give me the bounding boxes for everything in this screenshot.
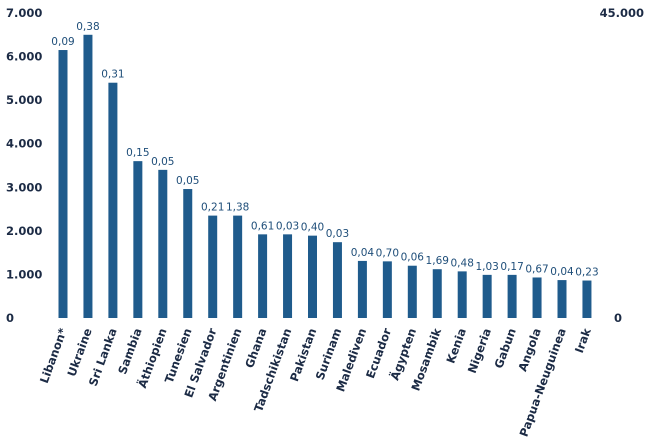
bar: [457, 271, 467, 318]
bar: [382, 261, 392, 318]
data-label: 0,15: [126, 147, 149, 159]
bar: [258, 234, 268, 318]
y2-tick-label: 45.000: [600, 6, 644, 20]
bar: [83, 34, 93, 319]
y-tick-label: 7.000: [6, 6, 42, 20]
y2-tick-label: 0: [614, 311, 622, 325]
data-label: 0,06: [401, 252, 425, 264]
data-label: 0,61: [251, 220, 274, 232]
data-label: 0,38: [76, 21, 99, 33]
category-label: Gabun: [491, 326, 518, 370]
y-tick-label: 4.000: [6, 137, 42, 151]
bar: [432, 269, 442, 318]
data-label: 1,38: [226, 202, 249, 214]
bar: [183, 189, 193, 318]
data-label: 0,09: [51, 36, 74, 48]
bar: [58, 50, 68, 319]
category-label: Angola: [515, 326, 544, 373]
data-label: 0,17: [500, 261, 523, 273]
y-tick-label: 1.000: [6, 267, 42, 281]
category-label: Nigeria: [465, 326, 494, 375]
bar: [233, 215, 243, 318]
bar: [332, 242, 342, 318]
data-label: 0,21: [201, 202, 224, 214]
bar: [582, 280, 592, 318]
data-label: 1,03: [475, 261, 498, 273]
bar: [557, 280, 567, 318]
bar: [407, 265, 417, 318]
bar: [208, 215, 218, 318]
bar: [283, 234, 293, 318]
bar: [482, 274, 492, 318]
bar: [532, 277, 542, 318]
bar: [357, 260, 367, 318]
category-label: Irak: [572, 326, 594, 355]
data-label: 0,48: [451, 257, 474, 269]
y-tick-label: 0: [6, 311, 14, 325]
data-label: 0,05: [176, 175, 199, 187]
category-label: Ghana: [242, 326, 269, 370]
category-label: Libanon*: [37, 326, 70, 385]
data-label: 0,05: [151, 156, 174, 168]
data-label: 0,23: [575, 267, 598, 279]
y-tick-label: 3.000: [6, 180, 42, 194]
data-label: 0,04: [550, 266, 574, 278]
data-label: 0,70: [376, 247, 399, 259]
data-label: 0,03: [276, 220, 299, 232]
data-label: 1,69: [426, 255, 449, 267]
bar: [158, 169, 168, 318]
data-label: 0,31: [101, 69, 124, 81]
bar: [507, 274, 517, 318]
data-label: 0,67: [525, 263, 548, 275]
category-label: Kenia: [443, 326, 469, 365]
bar: [108, 82, 118, 318]
data-label: 0,40: [301, 222, 324, 234]
y-tick-label: 5.000: [6, 93, 42, 107]
bar: [308, 235, 317, 318]
data-label: 0,04: [351, 247, 375, 259]
y-tick-label: 6.000: [6, 50, 42, 64]
y-tick-label: 2.000: [6, 224, 42, 238]
bar: [133, 161, 143, 318]
data-label: 0,03: [326, 228, 349, 240]
